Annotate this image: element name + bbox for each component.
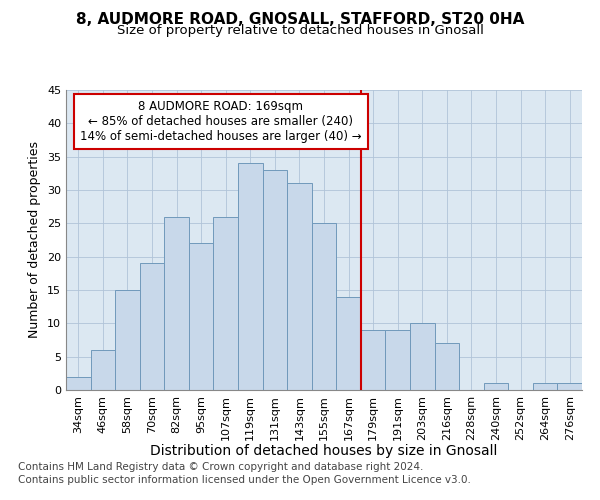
Text: 8 AUDMORE ROAD: 169sqm
← 85% of detached houses are smaller (240)
14% of semi-de: 8 AUDMORE ROAD: 169sqm ← 85% of detached… (80, 100, 362, 143)
Bar (312, 224, 336, 390)
Bar (140, 264, 164, 390)
Bar (263, 170, 287, 390)
Bar (434, 344, 459, 390)
Bar (164, 216, 189, 390)
Bar (410, 324, 434, 390)
Bar (287, 184, 312, 390)
Bar (189, 244, 214, 390)
Text: Size of property relative to detached houses in Gnosall: Size of property relative to detached ho… (116, 24, 484, 37)
Bar (336, 296, 361, 390)
Y-axis label: Number of detached properties: Number of detached properties (28, 142, 41, 338)
Text: 8, AUDMORE ROAD, GNOSALL, STAFFORD, ST20 0HA: 8, AUDMORE ROAD, GNOSALL, STAFFORD, ST20… (76, 12, 524, 28)
Text: Contains public sector information licensed under the Open Government Licence v3: Contains public sector information licen… (18, 475, 471, 485)
Bar (361, 330, 385, 390)
Bar (385, 330, 410, 390)
Bar (66, 376, 91, 390)
Bar (214, 216, 238, 390)
Text: Contains HM Land Registry data © Crown copyright and database right 2024.: Contains HM Land Registry data © Crown c… (18, 462, 424, 472)
Bar (238, 164, 263, 390)
Bar (484, 384, 508, 390)
Bar (557, 384, 582, 390)
Bar (533, 384, 557, 390)
Text: Distribution of detached houses by size in Gnosall: Distribution of detached houses by size … (151, 444, 497, 458)
Bar (91, 350, 115, 390)
Bar (115, 290, 140, 390)
